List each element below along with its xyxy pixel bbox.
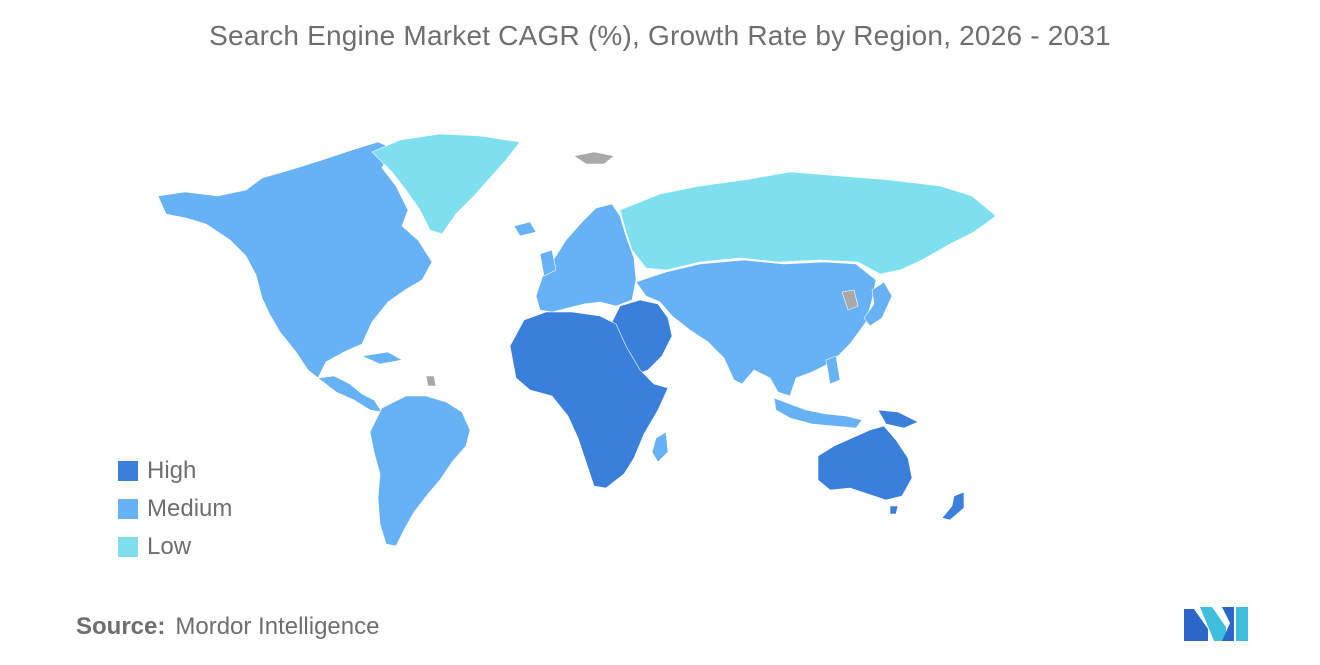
legend-label-low: Low (147, 533, 192, 560)
legend-label-medium: Medium (147, 495, 233, 522)
chart-title: Search Engine Market CAGR (%), Growth Ra… (209, 20, 1111, 51)
legend: High Medium Low (118, 452, 232, 566)
legend-item-high: High (118, 452, 232, 490)
region-french-guiana (425, 375, 437, 387)
legend-label-high: High (147, 457, 197, 484)
region-indonesia (773, 397, 863, 429)
region-tasmania (889, 505, 899, 515)
region-greenland (371, 133, 521, 235)
region-russia (619, 171, 997, 275)
legend-item-low: Low (118, 528, 232, 566)
region-philippines (825, 355, 841, 385)
region-australia (817, 425, 913, 501)
region-north-america (157, 141, 433, 379)
source-key: Source: (76, 613, 166, 640)
region-central-america (317, 375, 383, 413)
region-south-america (369, 395, 471, 547)
legend-swatch-medium (118, 499, 138, 519)
region-new-guinea (877, 409, 919, 429)
region-asia (635, 259, 877, 397)
region-korea (841, 289, 859, 311)
region-africa (509, 311, 669, 489)
legend-item-medium: Medium (118, 490, 232, 528)
region-caribbean (360, 351, 403, 365)
source-line: Source: Mordor Intelligence (76, 613, 379, 641)
region-madagascar (651, 431, 669, 463)
region-uk (539, 249, 557, 277)
region-new-zealand (941, 491, 965, 521)
region-svalbard (573, 151, 615, 165)
region-europe (535, 203, 637, 313)
mordor-logo (1184, 607, 1248, 641)
legend-swatch-high (118, 461, 138, 481)
region-iceland (513, 221, 537, 237)
region-japan (863, 281, 893, 327)
source-value: Mordor Intelligence (175, 613, 380, 640)
legend-swatch-low (118, 537, 138, 557)
